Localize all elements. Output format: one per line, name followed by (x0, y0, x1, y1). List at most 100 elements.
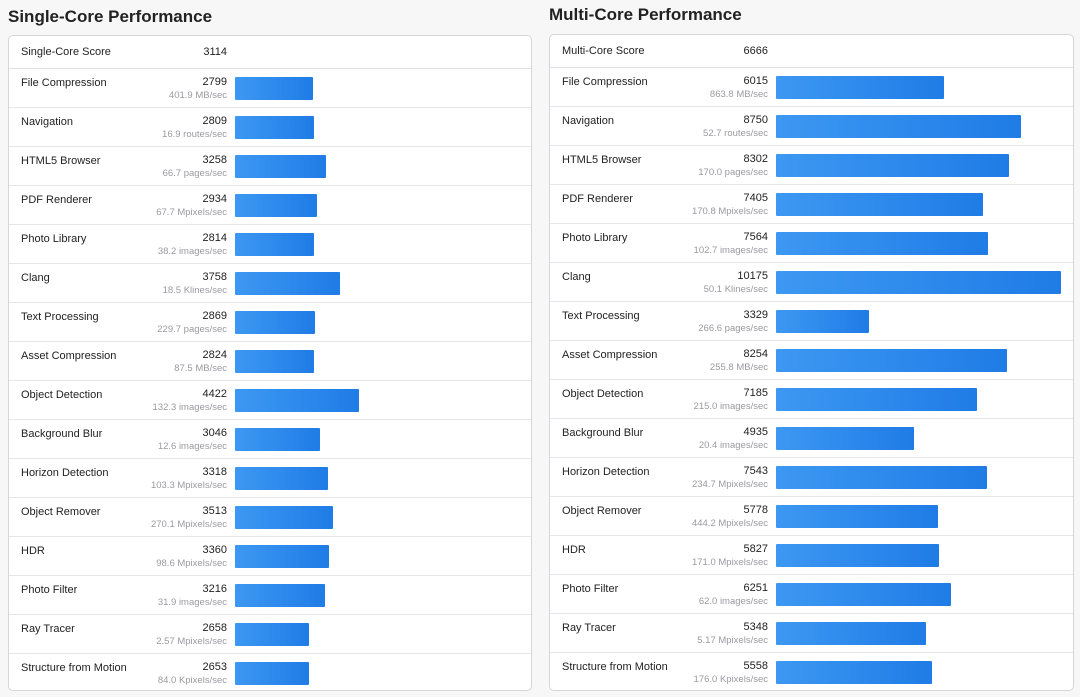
benchmark-row: HDR 3360 98.6 Mpixels/sec (9, 537, 531, 576)
benchmark-name: HTML5 Browser (562, 154, 642, 166)
benchmark-score: 8254 (743, 348, 768, 360)
benchmark-bar (776, 427, 914, 450)
benchmark-row: File Compression 2799 401.9 MB/sec (9, 69, 531, 108)
benchmark-throughput: 2.57 Mpixels/sec (156, 636, 227, 647)
benchmark-score: 7405 (743, 192, 768, 204)
benchmark-row: HTML5 Browser 3258 66.7 pages/sec (9, 147, 531, 186)
benchmark-row: Ray Tracer 5348 5.17 Mpixels/sec (550, 614, 1073, 653)
benchmark-throughput: 5.17 Mpixels/sec (697, 635, 768, 646)
benchmark-bar (776, 544, 939, 567)
benchmark-throughput: 98.6 Mpixels/sec (156, 558, 227, 569)
benchmark-row: Asset Compression 2824 87.5 MB/sec (9, 342, 531, 381)
benchmark-row: Structure from Motion 2653 84.0 Kpixels/se… (9, 654, 531, 690)
benchmark-throughput: 31.9 images/sec (157, 597, 227, 608)
benchmark-score: 3318 (202, 466, 227, 478)
benchmark-bar (776, 154, 1009, 177)
benchmark-name: File Compression (562, 76, 648, 88)
benchmark-throughput: 444.2 Mpixels/sec (691, 518, 768, 529)
single-core-score-value: 3114 (203, 46, 227, 58)
benchmark-score: 4935 (743, 426, 768, 438)
benchmark-row: Ray Tracer 2658 2.57 Mpixels/sec (9, 615, 531, 654)
benchmark-name: Asset Compression (21, 350, 117, 362)
benchmark-name: Ray Tracer (21, 623, 75, 635)
benchmark-bar (235, 233, 314, 256)
benchmark-name: Ray Tracer (562, 622, 616, 634)
benchmark-throughput: 18.5 Klines/sec (162, 285, 227, 296)
benchmark-name: PDF Renderer (562, 193, 633, 205)
benchmark-row: Object Remover 5778 444.2 Mpixels/sec (550, 497, 1073, 536)
benchmark-score: 7543 (743, 465, 768, 477)
benchmark-bar (235, 545, 329, 568)
benchmark-row: Structure from Motion 5558 176.0 Kpixels/s… (550, 653, 1073, 690)
benchmark-row: Navigation 2809 16.9 routes/sec (9, 108, 531, 147)
benchmark-throughput: 255.8 MB/sec (709, 362, 768, 373)
benchmark-name: Navigation (21, 116, 73, 128)
benchmark-throughput: 863.8 MB/sec (709, 89, 768, 100)
benchmark-score: 6251 (743, 582, 768, 594)
benchmark-row: HTML5 Browser 8302 170.0 pages/sec (550, 146, 1073, 185)
benchmark-bar (235, 428, 320, 451)
benchmark-name: Photo Library (21, 233, 87, 245)
benchmark-score: 2653 (202, 661, 227, 673)
benchmark-row: Horizon Detection 7543 234.7 Mpixels/sec (550, 458, 1073, 497)
benchmark-row: PDF Renderer 7405 170.8 Mpixels/sec (550, 185, 1073, 224)
benchmark-throughput: 170.8 Mpixels/sec (691, 206, 768, 217)
benchmark-name: Text Processing (562, 310, 640, 322)
benchmark-score: 2799 (202, 76, 227, 88)
benchmark-name: Object Detection (21, 389, 103, 401)
multi-core-score-label: Multi-Core Score (562, 45, 645, 57)
benchmark-bar (776, 505, 938, 528)
benchmark-throughput: 215.0 images/sec (693, 401, 768, 412)
benchmark-bar (776, 466, 987, 489)
benchmark-row: Object Remover 3513 270.1 Mpixels/sec (9, 498, 531, 537)
benchmark-bar (235, 389, 359, 412)
benchmark-row: Background Blur 4935 20.4 images/sec (550, 419, 1073, 458)
single-core-title: Single-Core Performance (8, 7, 213, 26)
benchmark-throughput: 16.9 routes/sec (162, 129, 227, 140)
benchmark-name: Object Detection (562, 388, 644, 400)
benchmark-throughput: 401.9 MB/sec (168, 90, 227, 101)
benchmark-throughput: 20.4 images/sec (698, 440, 768, 451)
benchmark-score: 5827 (743, 543, 768, 555)
single-core-rows: File Compression 2799 401.9 MB/sec Navigati… (9, 69, 531, 690)
benchmark-throughput: 84.0 Kpixels/sec (157, 675, 227, 686)
benchmark-throughput: 234.7 Mpixels/sec (691, 479, 768, 490)
benchmark-row: Horizon Detection 3318 103.3 Mpixels/sec (9, 459, 531, 498)
benchmark-bar (235, 311, 315, 334)
benchmark-score: 2814 (202, 232, 227, 244)
benchmark-bar (235, 623, 309, 646)
benchmark-row: Background Blur 3046 12.6 images/sec (9, 420, 531, 459)
benchmark-score: 4422 (202, 388, 227, 400)
benchmark-row: Photo Filter 6251 62.0 images/sec (550, 575, 1073, 614)
benchmark-throughput: 52.7 routes/sec (703, 128, 768, 139)
benchmark-name: HDR (562, 544, 586, 556)
benchmark-throughput: 103.3 Mpixels/sec (150, 480, 227, 491)
benchmark-row: HDR 5827 171.0 Mpixels/sec (550, 536, 1073, 575)
benchmark-score: 3360 (202, 544, 227, 556)
benchmark-bar (776, 661, 932, 684)
benchmark-bar (776, 622, 926, 645)
benchmark-row: Navigation 8750 52.7 routes/sec (550, 107, 1073, 146)
benchmark-bar (776, 271, 1061, 294)
benchmark-name: Background Blur (562, 427, 644, 439)
benchmark-bar (235, 116, 314, 139)
benchmark-score: 2934 (202, 193, 227, 205)
benchmark-score: 3216 (202, 583, 227, 595)
benchmark-throughput: 66.7 pages/sec (162, 168, 227, 179)
benchmark-throughput: 229.7 pages/sec (157, 324, 227, 335)
benchmark-throughput: 270.1 Mpixels/sec (150, 519, 227, 530)
benchmark-name: Structure from Motion (562, 661, 668, 673)
benchmark-throughput: 170.0 pages/sec (698, 167, 768, 178)
benchmark-throughput: 176.0 Kpixels/sec (693, 674, 768, 685)
benchmark-name: Photo Filter (562, 583, 619, 595)
single-core-score-row: Single-Core Score 3114 (9, 36, 531, 69)
benchmark-name: Clang (21, 272, 50, 284)
benchmark-score: 3513 (202, 505, 227, 517)
benchmark-row: Clang 3758 18.5 Klines/sec (9, 264, 531, 303)
benchmark-score: 3046 (202, 427, 227, 439)
benchmark-bar (235, 584, 325, 607)
benchmark-name: Object Remover (21, 506, 101, 518)
benchmark-score: 3758 (202, 271, 227, 283)
benchmark-score: 8302 (743, 153, 768, 165)
benchmark-name: Horizon Detection (21, 467, 109, 479)
